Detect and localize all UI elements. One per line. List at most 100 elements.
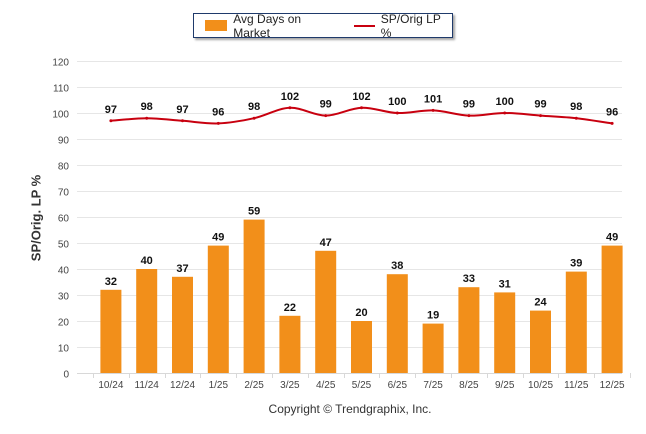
gridlines	[77, 61, 622, 374]
bar-value-label: 59	[248, 206, 260, 218]
line-value-label: 98	[248, 101, 260, 113]
bar-value-label: 19	[427, 310, 439, 322]
bar	[458, 287, 480, 373]
y-tick-label: 30	[58, 292, 70, 303]
line-value-label: 102	[352, 91, 370, 103]
x-tick-label: 11/24	[135, 380, 160, 391]
y-tick-label: 60	[58, 214, 70, 225]
bar	[565, 271, 587, 373]
bar-value-label: 49	[212, 232, 224, 244]
line-value-label: 99	[534, 99, 546, 111]
y-tick-label: 120	[52, 58, 69, 69]
x-tick-label: 12/25	[600, 380, 625, 391]
line-value-label: 100	[388, 96, 406, 108]
bar-value-label: 32	[105, 276, 117, 288]
legend-label-sp-orig-lp: SP/Orig LP %	[380, 11, 441, 40]
line-sp-orig-lp	[109, 106, 614, 125]
line-value-label: 100	[496, 96, 514, 108]
bar	[351, 321, 372, 373]
line-value-label: 102	[281, 91, 299, 103]
bar	[315, 250, 337, 373]
bar	[530, 310, 551, 373]
legend-item-avg-days[interactable]: Avg Days on Market	[194, 12, 338, 40]
bar	[172, 276, 193, 373]
y-tick-label: 10	[58, 344, 70, 355]
x-tick-label: 1/25	[209, 380, 229, 391]
bar	[386, 274, 408, 373]
bar-value-label: 40	[141, 255, 153, 267]
line-point	[216, 121, 220, 125]
line-value-label: 97	[176, 104, 188, 116]
legend: Avg Days on Market SP/Orig LP %	[193, 12, 453, 40]
line-point	[324, 114, 328, 118]
bar	[243, 219, 265, 373]
y-axis-title: SP/Orig. LP %	[28, 174, 44, 262]
bar	[494, 292, 516, 373]
legend-label-avg-days: Avg Days on Market	[233, 11, 302, 40]
line-point	[181, 119, 184, 123]
line-value-label: 96	[606, 106, 618, 118]
copyright-text: Copyright © Trendgraphix, Inc.	[268, 402, 432, 416]
bar-value-label: 49	[606, 232, 618, 244]
y-tick-label: 70	[58, 188, 70, 199]
bar-swatch-icon	[205, 20, 228, 31]
line-value-label: 99	[463, 99, 475, 111]
line-value-label: 101	[424, 93, 442, 105]
x-tick-label: 10/24	[98, 380, 123, 391]
bar-value-label: 38	[391, 260, 403, 272]
bar	[207, 245, 229, 373]
line-point	[610, 121, 614, 125]
bar-value-label: 22	[284, 302, 296, 314]
bar	[422, 323, 444, 373]
line-point	[395, 111, 399, 115]
line-point	[431, 108, 435, 112]
line-point	[145, 116, 149, 120]
line-value-label: 98	[570, 101, 582, 113]
line-point	[574, 116, 578, 120]
bar-value-label: 39	[570, 258, 582, 270]
x-tick-label: 5/25	[352, 380, 372, 391]
x-tick-label: 3/25	[280, 380, 300, 391]
bar	[279, 315, 301, 373]
line-point	[360, 106, 363, 110]
bar-value-label: 33	[463, 273, 475, 285]
bar-value-label: 47	[320, 237, 332, 249]
line-point	[252, 116, 256, 120]
x-tick-label: 4/25	[316, 380, 336, 391]
y-tick-label: 80	[58, 162, 70, 173]
y-axis-ticks: 0 10 20 30 40 50 60 70 80 90 100 110 120	[52, 58, 69, 381]
y-tick-label: 50	[58, 240, 70, 251]
line-value-label: 98	[141, 101, 153, 113]
x-tick-label: 11/25	[564, 380, 589, 391]
line-data-labels: 97 98 97 96 98 102 99 102 100 101 99 100 99 98 96	[105, 91, 618, 119]
y-tick-label: 90	[58, 136, 70, 147]
bar-value-label: 24	[534, 297, 547, 309]
x-tick-label: 8/25	[459, 380, 479, 391]
bars-avg-days-on-market	[100, 219, 623, 373]
y-tick-label: 40	[58, 266, 70, 277]
y-tick-label: 110	[53, 84, 69, 95]
bar-value-label: 37	[176, 263, 188, 275]
x-tick-label: 12/24	[170, 380, 195, 391]
line-point	[539, 114, 542, 118]
x-axis: 10/24 11/24 12/24 1/25 2/25 3/25 4/25 5/25 6/25 7…	[77, 373, 631, 391]
line-value-label: 99	[320, 99, 332, 111]
y-tick-label: 0	[63, 370, 69, 381]
line-point	[467, 114, 471, 118]
x-tick-label: 2/25	[244, 380, 264, 391]
x-tick-label: 6/25	[388, 380, 408, 391]
bar-value-label: 31	[499, 278, 511, 290]
bar	[601, 245, 623, 373]
bar	[136, 269, 158, 373]
y-tick-label: 100	[52, 110, 69, 121]
line-value-label: 96	[212, 106, 224, 118]
line-point	[503, 111, 507, 115]
bar	[100, 289, 122, 373]
y-tick-label: 20	[58, 318, 70, 329]
line-point	[288, 106, 292, 110]
x-tick-label: 9/25	[495, 380, 515, 391]
bar-data-labels: 32 40 37 49 59 22 47 20 38 19 33 31 24 39 49	[105, 206, 618, 322]
legend-item-sp-orig-lp[interactable]: SP/Orig LP %	[338, 12, 452, 40]
x-tick-label: 10/25	[528, 380, 553, 391]
